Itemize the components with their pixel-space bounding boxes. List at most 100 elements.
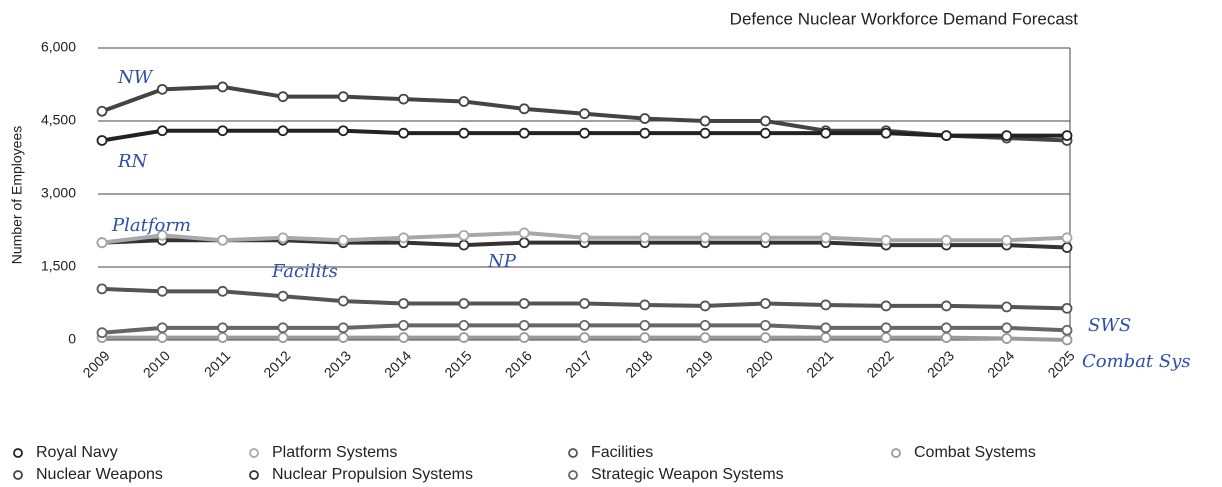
legend-marker <box>568 470 578 480</box>
x-tick-label: 2023 <box>924 347 957 380</box>
handwritten-note: NP <box>487 251 517 272</box>
data-point <box>156 125 168 137</box>
data-point <box>1061 302 1073 314</box>
data-point <box>277 290 289 302</box>
x-tick-label: 2014 <box>381 347 414 380</box>
data-point <box>1001 322 1013 334</box>
data-point <box>940 322 952 334</box>
x-tick-label: 2009 <box>79 347 112 380</box>
x-tick-label: 2013 <box>321 347 354 380</box>
legend-label: Nuclear Propulsion Systems <box>272 466 473 483</box>
data-point <box>760 232 771 244</box>
legend-marker <box>13 448 23 458</box>
data-point <box>579 232 590 244</box>
data-point <box>579 127 590 139</box>
data-point <box>639 113 651 124</box>
data-point <box>156 332 168 343</box>
data-point <box>217 234 229 246</box>
data-point <box>458 239 470 251</box>
data-point <box>398 319 409 331</box>
data-point <box>1061 242 1073 253</box>
legend-marker <box>249 470 259 480</box>
data-point <box>277 232 289 244</box>
data-point <box>96 283 108 295</box>
data-point <box>518 103 530 115</box>
data-point <box>820 322 832 334</box>
data-point <box>277 332 289 343</box>
y-tick-label: 0 <box>68 331 76 347</box>
x-tick-label: 2012 <box>260 347 293 380</box>
data-point <box>820 232 832 244</box>
data-point <box>940 300 952 312</box>
y-tick-label: 1,500 <box>41 258 76 274</box>
data-point <box>337 125 349 137</box>
x-tick-label: 2018 <box>622 347 655 380</box>
data-point <box>337 332 349 343</box>
data-point <box>880 332 892 343</box>
data-point <box>880 127 892 139</box>
x-tick-label: 2010 <box>140 347 173 380</box>
data-point <box>1001 301 1013 313</box>
data-point <box>277 91 289 103</box>
data-point <box>337 91 349 103</box>
data-point <box>760 298 771 309</box>
data-point <box>880 234 892 246</box>
legend-marker <box>249 448 259 458</box>
data-point <box>820 332 832 343</box>
data-point <box>156 229 168 241</box>
handwritten-note: RN <box>117 151 149 172</box>
data-point <box>156 322 168 334</box>
x-tick-label: 2019 <box>683 347 716 380</box>
data-point <box>458 96 470 107</box>
data-point <box>337 234 349 246</box>
data-point <box>639 299 651 311</box>
data-point <box>579 319 590 331</box>
x-tick-label: 2017 <box>562 347 595 380</box>
data-point <box>639 332 651 343</box>
data-point <box>337 295 349 307</box>
legend-label: Royal Navy <box>36 444 118 461</box>
data-point <box>699 319 711 331</box>
data-point <box>699 300 711 312</box>
data-point <box>760 332 771 343</box>
data-point <box>1001 234 1013 246</box>
data-point <box>579 298 590 309</box>
data-point <box>699 127 711 139</box>
data-point <box>96 237 108 249</box>
data-point <box>398 332 409 343</box>
legend-marker <box>891 448 901 458</box>
data-point <box>1061 324 1073 336</box>
y-tick-label: 3,000 <box>41 185 76 201</box>
data-point <box>760 127 771 139</box>
data-point <box>880 300 892 312</box>
legend-label: Strategic Weapon Systems <box>591 466 784 483</box>
y-axis-label: Number of Employees <box>9 126 25 265</box>
legend-label: Platform Systems <box>272 444 397 461</box>
data-point <box>940 332 952 343</box>
data-point <box>940 234 952 246</box>
handwritten-note: Platform <box>111 215 191 236</box>
data-point <box>398 298 409 309</box>
data-point <box>458 319 470 331</box>
data-point <box>1001 333 1013 344</box>
x-tick-label: 2022 <box>863 347 896 380</box>
data-point <box>880 322 892 334</box>
legend-label: Facilities <box>591 444 653 461</box>
data-point <box>458 127 470 139</box>
data-point <box>337 322 349 334</box>
handwritten-note: NW <box>117 67 154 88</box>
data-point <box>398 93 409 105</box>
data-point <box>458 229 470 241</box>
data-point <box>699 232 711 244</box>
data-point <box>639 232 651 244</box>
data-point <box>398 127 409 139</box>
data-point <box>1001 130 1013 142</box>
data-point <box>217 322 229 334</box>
data-point <box>156 285 168 297</box>
data-point <box>96 105 108 117</box>
data-point <box>518 298 530 309</box>
data-point <box>518 227 530 239</box>
x-tick-label: 2024 <box>984 347 1017 380</box>
data-point <box>156 83 168 95</box>
